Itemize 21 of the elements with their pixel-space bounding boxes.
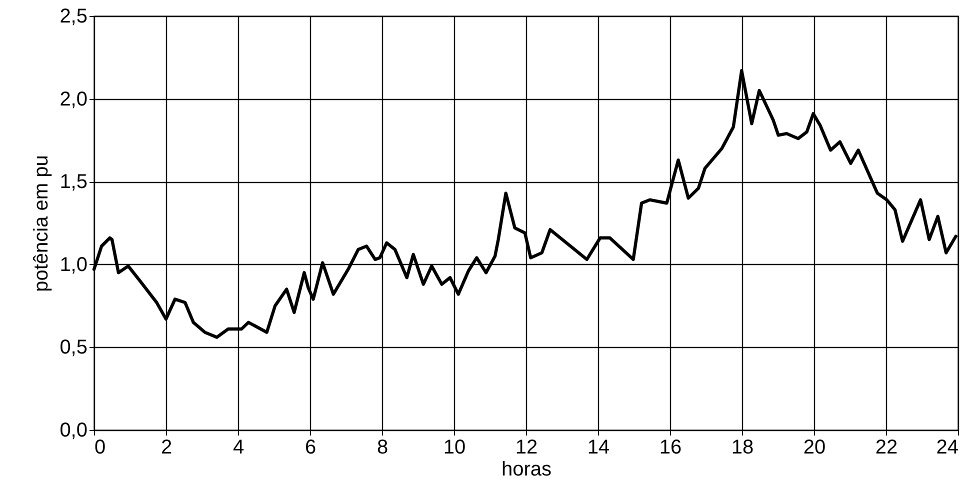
x-tick-label: 10 [443, 436, 466, 458]
x-tick-label: 12 [515, 436, 538, 458]
x-tick-label: 2 [160, 436, 172, 458]
x-tick-label: 16 [659, 436, 682, 458]
y-tick-label: 1,5 [60, 171, 88, 194]
x-tick-label: 22 [875, 436, 898, 458]
y-tick-label: 1,0 [60, 254, 88, 276]
x-tick-label: 18 [731, 436, 754, 458]
x-tick-label: 24 [936, 436, 958, 458]
y-tick-label: 2,0 [60, 88, 88, 110]
x-axis-title: horas [501, 458, 552, 480]
x-tick-label: 20 [803, 436, 826, 458]
x-tick-label: 0 [94, 436, 106, 458]
y-axis-title: potência em pu [30, 155, 53, 292]
y-tick-label: 2,5 [60, 6, 88, 28]
y-tick-label: 0,0 [60, 420, 88, 442]
y-tick-label: 0,5 [60, 336, 88, 359]
x-tick-label: 14 [587, 436, 610, 458]
x-tick-label: 8 [376, 436, 388, 458]
x-tick-label: 4 [232, 436, 244, 458]
x-tick-label: 6 [304, 436, 316, 458]
